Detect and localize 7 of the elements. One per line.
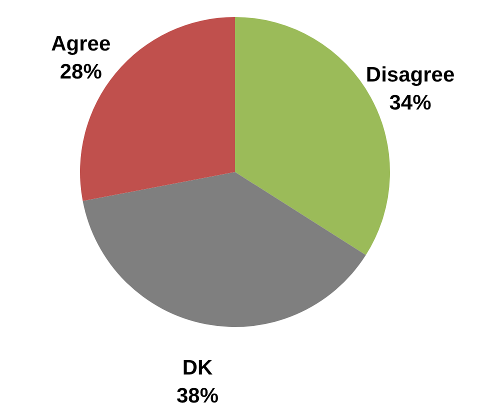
pie-slice (82, 172, 366, 327)
data-label: 34% (389, 92, 432, 115)
slice-label: Disagree (366, 64, 455, 87)
slice-label: DK (182, 356, 213, 380)
slice-label: Agree (51, 32, 111, 56)
data-label: 28% (60, 60, 102, 84)
data-label: 38% (176, 384, 219, 408)
